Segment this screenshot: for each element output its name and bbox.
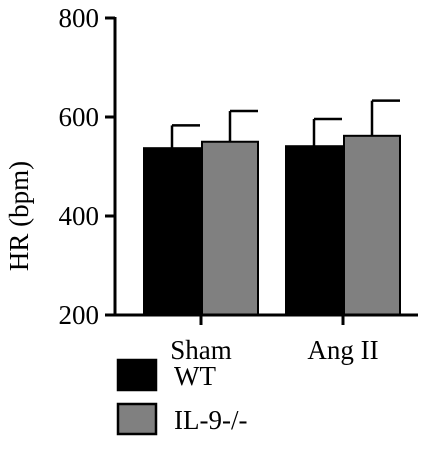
x-axis-ticks: Sham Ang II — [170, 315, 379, 365]
bar-wt-0 — [143, 147, 201, 316]
bar-il9ko-0 — [201, 140, 259, 316]
bar-wt-1 — [285, 145, 343, 316]
y-axis-ticks: 200 400 600 800 — [59, 3, 115, 330]
y-axis-title: HR (bpm) — [4, 161, 34, 271]
y-tick-label: 200 — [59, 300, 100, 330]
bar-il9ko-1 — [343, 134, 401, 316]
bars — [143, 134, 401, 316]
y-tick-label: 800 — [59, 3, 100, 33]
x-category-label: Ang II — [307, 335, 378, 365]
y-tick-label: 400 — [59, 201, 100, 231]
legend-swatch — [116, 402, 158, 436]
legend-swatch — [116, 358, 158, 392]
error-bars — [170, 99, 400, 149]
y-tick-label: 600 — [59, 102, 100, 132]
legend-label: WT — [174, 361, 216, 391]
x-category-label: Sham — [170, 335, 232, 365]
legend-label: IL-9-/- — [174, 405, 247, 435]
legend: WT IL-9-/- — [116, 358, 247, 436]
